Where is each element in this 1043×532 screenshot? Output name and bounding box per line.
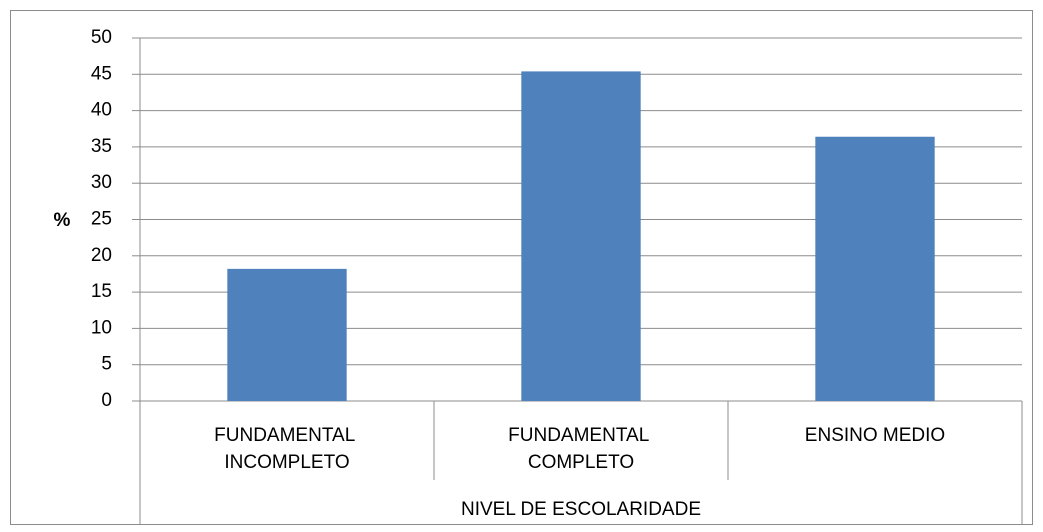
y-tick-label: 50 xyxy=(91,27,112,48)
x-tick-label: FUNDAMENTAL INCOMPLETO xyxy=(214,425,360,473)
y-tick-label: 10 xyxy=(91,317,112,338)
y-tick-label: 5 xyxy=(101,354,112,375)
y-tick-label: 25 xyxy=(91,209,112,230)
x-axis-label: NIVEL DE ESCOLARIDADE xyxy=(461,499,701,520)
bar xyxy=(227,268,347,401)
x-tick-label: FUNDAMENTAL COMPLETO xyxy=(508,425,654,473)
y-tick-label: 0 xyxy=(101,390,112,411)
y-tick-label: 45 xyxy=(91,63,112,84)
y-axis-label: % xyxy=(54,210,71,231)
y-tick-label: 35 xyxy=(91,136,112,157)
bar xyxy=(521,71,641,402)
y-tick-label: 15 xyxy=(91,281,112,302)
y-tick-label: 40 xyxy=(91,100,112,121)
x-tick-label: ENSINO MEDIO xyxy=(805,425,945,446)
y-tick-label: 20 xyxy=(91,245,112,266)
bar xyxy=(815,136,935,401)
y-tick-label: 30 xyxy=(91,172,112,193)
